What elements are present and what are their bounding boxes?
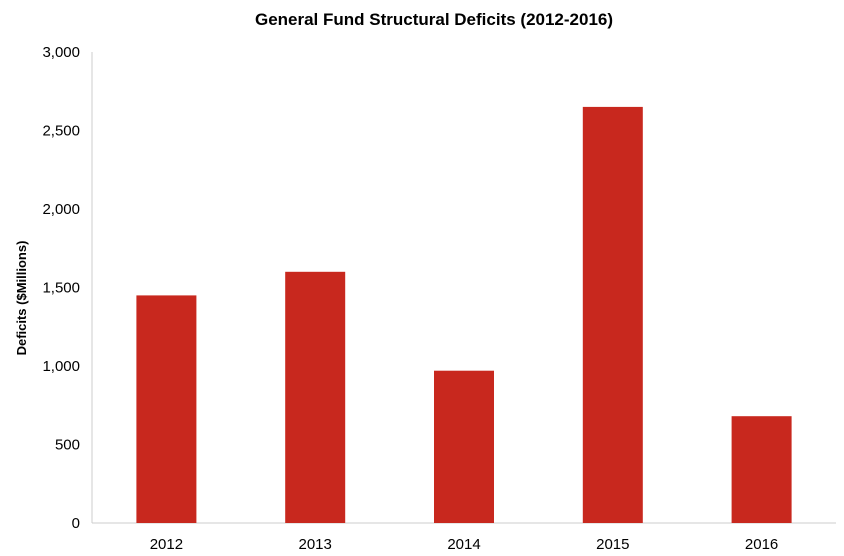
y-tick-label: 3,000 — [42, 44, 80, 61]
bar-2016 — [731, 416, 792, 523]
y-tick-label: 1,000 — [42, 358, 80, 375]
x-tick-label: 2012 — [150, 536, 183, 553]
y-tick-label: 2,500 — [42, 123, 80, 140]
bars — [136, 106, 792, 524]
x-tick-label: 2014 — [447, 536, 480, 553]
x-tick-label: 2013 — [299, 536, 332, 553]
y-tick-label: 2,000 — [42, 201, 80, 218]
x-tick-label: 2016 — [745, 536, 778, 553]
x-ticks: 2012 2013 2014 2015 2016 — [150, 536, 779, 553]
x-tick-label: 2015 — [596, 536, 629, 553]
bar-2015 — [582, 106, 643, 524]
y-tick-label: 1,500 — [42, 280, 80, 297]
y-tick-label: 0 — [72, 515, 80, 532]
y-axis-label: Deficits ($Millions) — [14, 241, 29, 356]
bar-2014 — [434, 370, 494, 523]
y-tick-label: 500 — [55, 437, 80, 454]
bar-2013 — [285, 271, 346, 523]
y-ticks: 0 500 1,000 1,500 2,000 2,500 3,000 — [42, 44, 80, 532]
chart-title: General Fund Structural Deficits (2012-2… — [255, 10, 613, 29]
bar-2012 — [136, 295, 197, 523]
